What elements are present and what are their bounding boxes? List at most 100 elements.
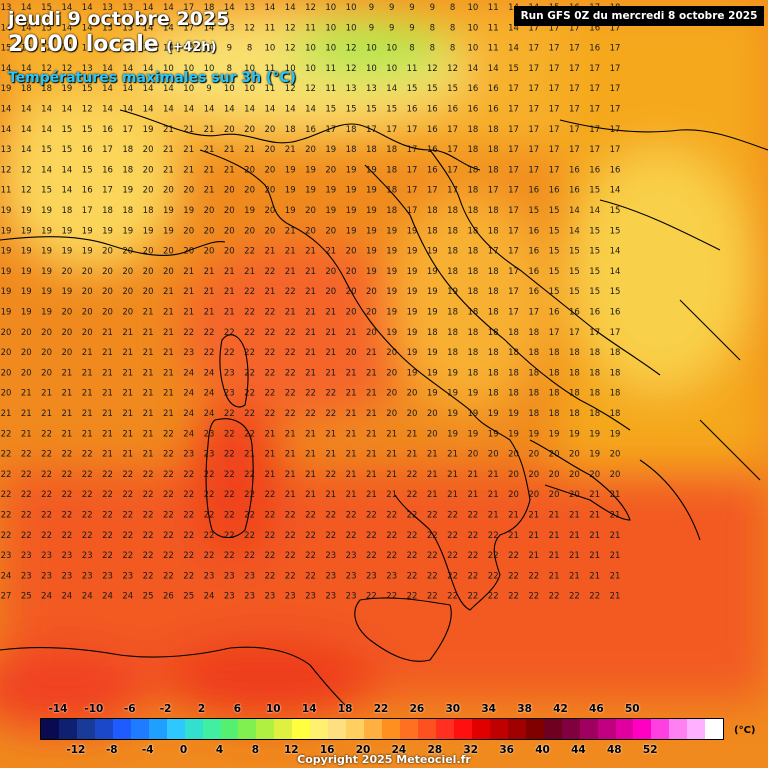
grid-value: 22 — [224, 409, 235, 419]
grid-value: 14 — [21, 145, 32, 155]
grid-value: 18 — [569, 409, 580, 419]
grid-value: 17 — [549, 145, 560, 155]
grid-value: 21 — [305, 287, 316, 297]
grid-value: 20 — [102, 308, 113, 318]
grid-value: 17 — [569, 23, 580, 33]
grid-value: 19 — [1, 206, 12, 216]
grid-value: 19 — [366, 165, 377, 175]
grid-value: 22 — [183, 511, 194, 521]
grid-value: 21 — [102, 389, 113, 399]
grid-value: 14 — [508, 3, 519, 13]
grid-value: 20 — [264, 165, 275, 175]
grid-value: 14 — [569, 226, 580, 236]
scale-label-bottom: 12 — [283, 744, 299, 756]
grid-value: 21 — [183, 165, 194, 175]
grid-value: 18 — [467, 247, 478, 257]
grid-value: 22 — [183, 571, 194, 581]
color-swatch — [41, 719, 59, 739]
grid-value: 14 — [163, 3, 174, 13]
france-coast — [0, 236, 226, 256]
grid-value: 22 — [1, 470, 12, 480]
grid-value: 22 — [488, 531, 499, 541]
grid-value: 20 — [264, 145, 275, 155]
grid-value: 22 — [21, 511, 32, 521]
grid-value: 19 — [488, 429, 499, 439]
grid-value: 19 — [183, 206, 194, 216]
grid-value: 17 — [528, 64, 539, 74]
grid-value: 21 — [143, 429, 154, 439]
grid-value: 21 — [325, 490, 336, 500]
grid-value: 14 — [467, 64, 478, 74]
grid-value: 19 — [21, 206, 32, 216]
grid-value: 22 — [163, 551, 174, 561]
grid-value: 21 — [386, 429, 397, 439]
grid-value: 22 — [143, 511, 154, 521]
grid-value: 21 — [143, 328, 154, 338]
grid-value: 18 — [346, 145, 357, 155]
grid-value: 22 — [61, 450, 72, 460]
grid-value: 22 — [41, 450, 52, 460]
grid-value: 11 — [325, 84, 336, 94]
grid-value: 21 — [305, 368, 316, 378]
grid-value: 23 — [204, 450, 215, 460]
grid-value: 24 — [183, 409, 194, 419]
grid-value: 22 — [264, 409, 275, 419]
grid-value: 22 — [264, 328, 275, 338]
grid-value: 10 — [183, 64, 194, 74]
grid-value: 19 — [41, 226, 52, 236]
grid-value: 14 — [285, 3, 296, 13]
grid-value: 21 — [325, 368, 336, 378]
grid-value: 18 — [467, 125, 478, 135]
grid-value: 20 — [244, 226, 255, 236]
grid-value: 21 — [305, 328, 316, 338]
grid-value: 20 — [41, 348, 52, 358]
scale-label-bottom: 48 — [607, 744, 622, 756]
zone-alps-green — [290, 25, 450, 75]
grid-value: 20 — [1, 368, 12, 378]
grid-value: 20 — [264, 125, 275, 135]
grid-value: 22 — [285, 511, 296, 521]
grid-value: 22 — [244, 247, 255, 257]
color-swatch — [687, 719, 706, 739]
grid-value: 14 — [21, 3, 32, 13]
grid-value: 23 — [41, 551, 52, 561]
grid-value: 21 — [143, 450, 154, 460]
grid-value: 19 — [407, 348, 418, 358]
grid-value: 18 — [488, 348, 499, 358]
grid-value: 21 — [569, 571, 580, 581]
grid-value: 19 — [366, 226, 377, 236]
grid-value: 23 — [183, 450, 194, 460]
color-swatch — [274, 719, 293, 739]
grid-value: 21 — [264, 247, 275, 257]
grid-value: 16 — [488, 105, 499, 115]
color-swatch — [651, 719, 670, 739]
grid-value: 14 — [21, 23, 32, 33]
grid-value: 14 — [1, 105, 12, 115]
grid-value: 15 — [21, 44, 32, 54]
grid-value: 11 — [264, 64, 275, 74]
color-swatch — [579, 719, 598, 739]
grid-value: 19 — [21, 267, 32, 277]
grid-value: 9 — [389, 23, 394, 33]
grid-value: 21 — [143, 389, 154, 399]
grid-value: 20 — [163, 186, 174, 196]
grid-value: 21 — [285, 226, 296, 236]
grid-value: 22 — [386, 511, 397, 521]
grid-value: 17 — [122, 125, 133, 135]
grid-value: 14 — [204, 23, 215, 33]
grid-value: 22 — [183, 551, 194, 561]
grid-value: 20 — [143, 247, 154, 257]
grid-value: 10 — [285, 64, 296, 74]
grid-value: 18 — [528, 348, 539, 358]
grid-value: 23 — [21, 551, 32, 561]
grid-value: 10 — [325, 23, 336, 33]
grid-value: 15 — [61, 145, 72, 155]
zone-south-warm — [0, 470, 768, 700]
grid-value: 22 — [305, 571, 316, 581]
grid-value: 20 — [508, 490, 519, 500]
grid-value: 21 — [204, 125, 215, 135]
grid-value: 22 — [244, 389, 255, 399]
grid-value: 14 — [1, 23, 12, 33]
grid-value: 16 — [407, 105, 418, 115]
grid-value: 17 — [447, 145, 458, 155]
